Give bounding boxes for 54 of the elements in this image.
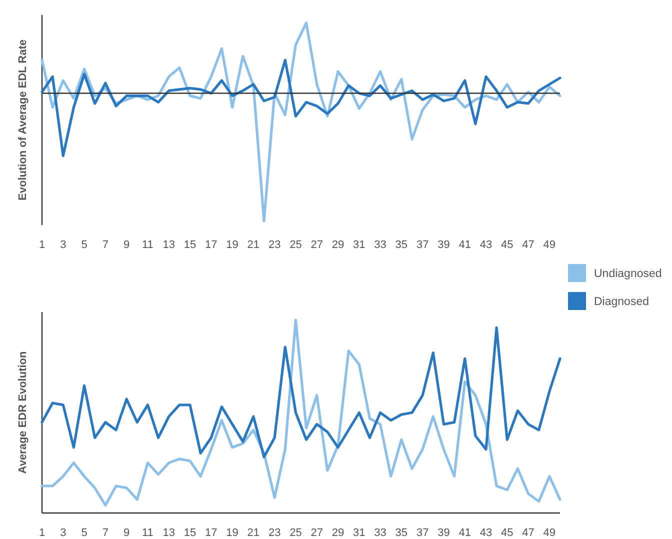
x-tick-label: 23 [268,526,281,539]
x-tick-label: 29 [332,238,344,251]
x-tick-label: 29 [332,526,344,539]
x-tick-label: 7 [102,238,108,251]
x-tick-label: 9 [124,238,130,251]
y-axis-title: Evolution of Average EDL Rate [17,40,29,200]
x-tick-label: 19 [226,238,238,251]
y-axis-title: Average EDR Evolution [17,350,29,474]
x-tick-label: 9 [124,526,130,539]
x-tick-label: 3 [60,526,66,539]
x-tick-label: 35 [395,238,408,251]
x-tick-label: 35 [395,526,408,539]
x-tick-label: 39 [438,526,450,539]
x-tick-label: 25 [290,238,302,251]
x-tick-label: 15 [184,526,196,539]
x-tick-label: 41 [458,526,471,539]
x-tick-label: 13 [162,238,175,251]
x-tick-label: 47 [522,238,534,251]
x-tick-label: 3 [60,238,66,251]
x-tick-label: 21 [247,238,260,251]
x-tick-label: 7 [102,526,108,539]
x-tick-label: 39 [438,238,450,251]
x-tick-label: 5 [81,526,88,539]
legend-label: Diagnosed [594,296,649,308]
x-tick-label: 31 [353,526,366,539]
x-tick-label: 5 [81,238,88,251]
x-tick-label: 33 [374,238,386,251]
x-tick-label: 11 [142,526,154,539]
x-tick-label: 45 [501,238,514,251]
x-tick-label: 11 [142,238,154,251]
x-tick-label: 27 [310,526,323,539]
x-tick-label: 23 [268,238,281,251]
x-tick-label: 25 [290,526,302,539]
x-tick-label: 33 [374,526,386,539]
x-tick-label: 47 [522,526,534,539]
x-tick-label: 41 [458,238,471,251]
x-tick-label: 19 [226,526,238,539]
x-tick-label: 37 [416,238,429,251]
x-tick-label: 49 [543,526,556,539]
x-tick-label: 21 [247,526,260,539]
x-tick-label: 45 [501,526,514,539]
x-tick-label: 37 [416,526,429,539]
x-tick-label: 1 [38,238,46,251]
x-tick-label: 15 [184,238,196,251]
x-tick-label: 17 [205,238,218,251]
x-tick-label: 49 [543,238,556,251]
legend-label: Undiagnosed [594,268,662,280]
x-tick-label: 1 [38,526,46,539]
x-tick-label: 13 [162,526,175,539]
x-tick-label: 27 [310,238,323,251]
x-tick-label: 17 [205,526,218,539]
x-tick-label: 31 [353,238,366,251]
x-tick-label: 43 [480,238,492,251]
x-tick-label: 43 [480,526,492,539]
